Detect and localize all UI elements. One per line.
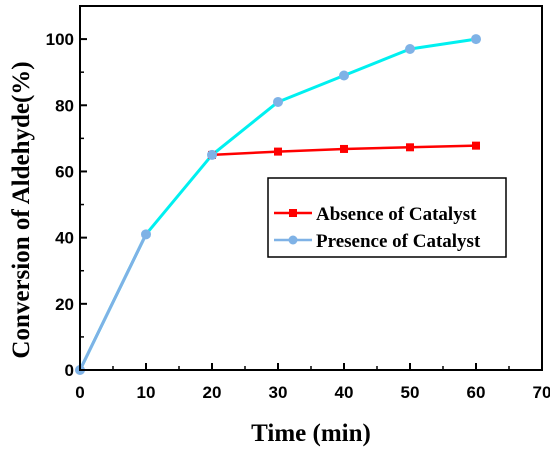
x-tick-label: 60 [467, 383, 486, 402]
y-tick-label: 100 [46, 30, 74, 49]
x-tick-label: 50 [401, 383, 420, 402]
legend: Absence of Catalyst Presence of Catalyst [267, 177, 507, 258]
x-tick-label: 10 [137, 383, 156, 402]
x-tick-label: 70 [533, 383, 550, 402]
y-tick-label: 0 [65, 361, 74, 380]
data-point-absence [406, 143, 414, 152]
y-tick-label: 20 [55, 295, 74, 314]
data-point-presence [207, 149, 217, 160]
ticks-layer: 0 10 20 30 40 50 60 70 0 20 40 60 80 100 [46, 30, 550, 402]
legend-label-presence: Presence of Catalyst [316, 231, 481, 252]
data-point-presence [273, 96, 283, 107]
x-tick-label: 30 [269, 383, 288, 402]
plot-frame [79, 5, 543, 371]
legend-box [267, 177, 507, 258]
legend-marker-presence [288, 235, 298, 245]
data-point-presence [339, 70, 349, 81]
legend-marker-absence [289, 209, 297, 217]
x-tick-label: 40 [335, 383, 354, 402]
y-tick-label: 60 [55, 162, 74, 181]
data-point-absence [340, 144, 348, 153]
x-axis-title: Time (min) [251, 420, 371, 447]
legend-label-absence: Absence of Catalyst [316, 204, 477, 225]
y-tick-label: 80 [55, 96, 74, 115]
x-tick-label: 0 [75, 383, 84, 402]
data-point-presence [471, 34, 481, 45]
series-line-presence-start [78, 233, 148, 371]
data-point-absence [274, 147, 282, 156]
y-tick-label: 40 [55, 229, 74, 248]
data-point-presence [141, 229, 151, 240]
y-axis-title: Conversion of Aldehyde(%) [8, 61, 35, 358]
data-point-absence [472, 141, 480, 150]
series-layer [75, 34, 481, 375]
x-tick-label: 20 [203, 383, 222, 402]
data-point-presence [405, 44, 415, 55]
